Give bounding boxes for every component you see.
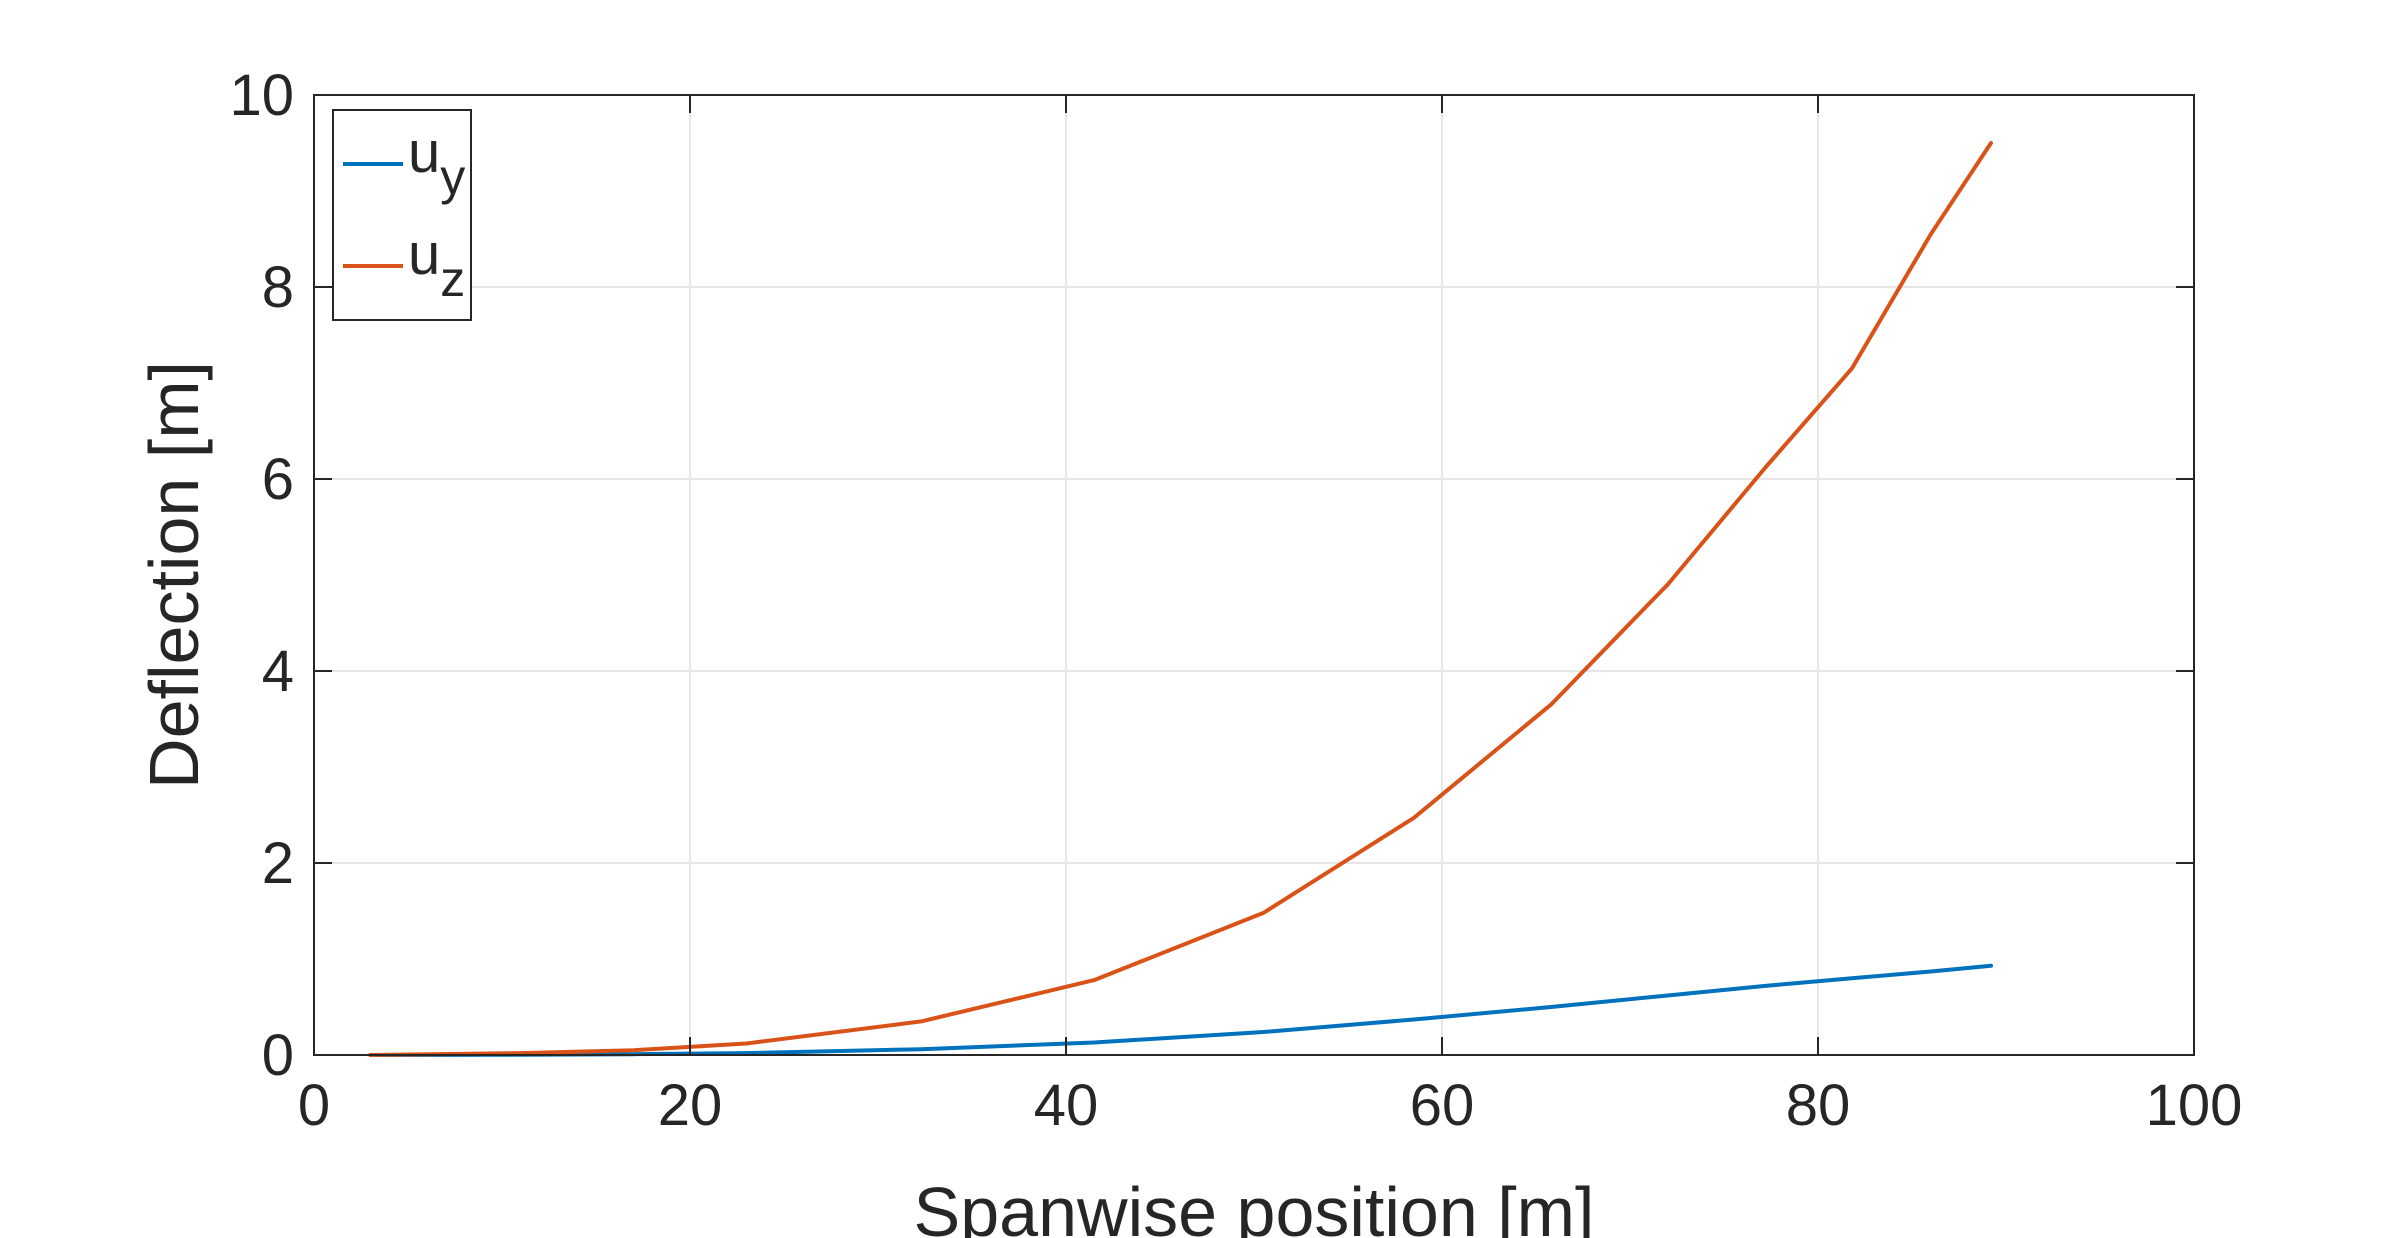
axis-ticks xyxy=(313,94,2195,1056)
y-tick-label: 8 xyxy=(262,255,294,320)
y-tick-label: 4 xyxy=(262,639,294,704)
legend-label-uy-sub: y xyxy=(440,149,465,205)
legend-label-uz-main: u xyxy=(408,222,440,287)
x-axis-label: Spanwise position [m] xyxy=(914,1173,1595,1238)
y-tick-label: 2 xyxy=(262,831,294,896)
legend-label-uy: uy xyxy=(408,120,465,205)
series-line-uz xyxy=(368,141,1993,1057)
x-tick-label: 40 xyxy=(1034,1073,1099,1138)
plot-background xyxy=(314,95,2194,1055)
legend-label-uy-main: u xyxy=(408,120,440,185)
x-tick-label: 80 xyxy=(1786,1073,1851,1138)
y-tick-label: 6 xyxy=(262,447,294,512)
legend-box xyxy=(332,109,472,321)
y-axis-label: Deflection [m] xyxy=(135,361,213,789)
tick-labels: 0 20 40 60 80 100 0 2 4 6 8 10 xyxy=(229,63,2242,1138)
x-tick-label: 100 xyxy=(2146,1073,2243,1138)
x-tick-label: 20 xyxy=(658,1073,723,1138)
x-tick-label: 0 xyxy=(298,1073,330,1138)
y-tick-label: 0 xyxy=(262,1023,294,1088)
plot-box xyxy=(313,94,2195,1056)
x-tick-label: 60 xyxy=(1410,1073,1475,1138)
y-tick-label: 10 xyxy=(229,63,294,128)
legend-label-uz-sub: z xyxy=(440,251,465,307)
legend: uy uz xyxy=(332,109,472,321)
legend-label-uz: uz xyxy=(408,222,465,307)
